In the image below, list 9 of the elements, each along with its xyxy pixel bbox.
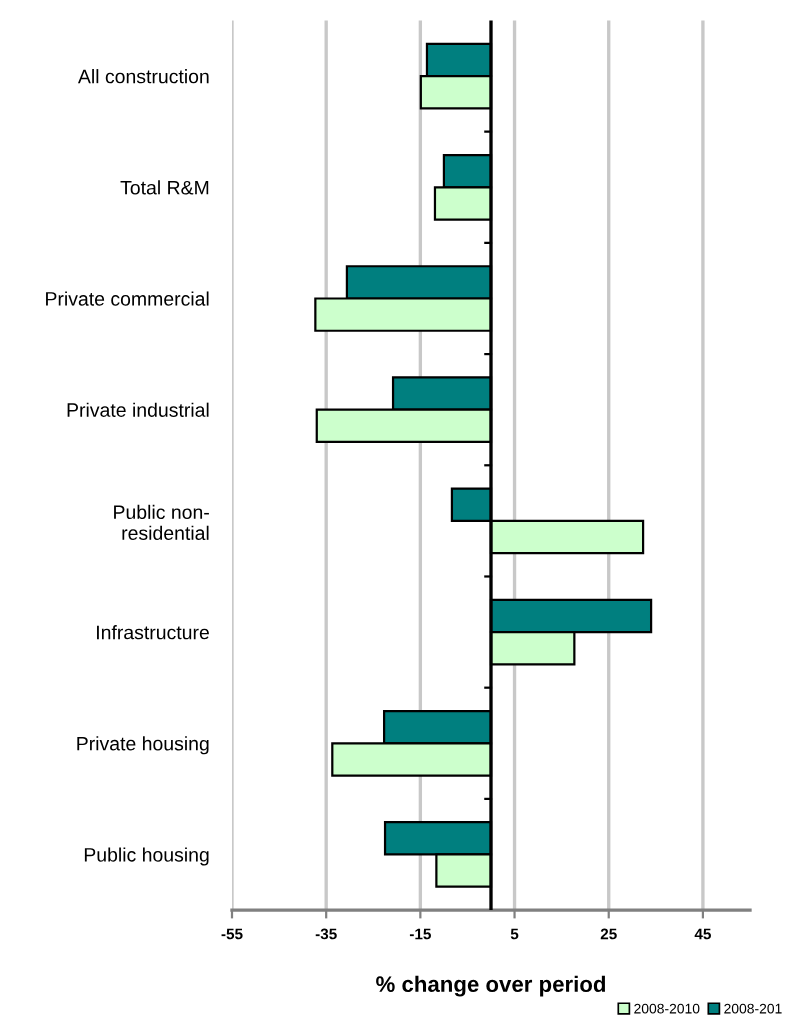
y-tick-label: Private commercial <box>46 291 209 306</box>
y-tick-label: Public non- residential <box>114 504 209 541</box>
y-tick-label: All construction <box>77 69 209 84</box>
y-tick-label: Private industrial <box>67 402 209 417</box>
y-tick-label: Public housing <box>84 847 209 866</box>
y-tick-label: Infrastructure <box>97 625 209 640</box>
y-tick-label: Private housing <box>77 736 209 755</box>
y-tick-label: Total R&M <box>120 180 209 195</box>
x-axis-title: % change over period <box>376 975 606 997</box>
